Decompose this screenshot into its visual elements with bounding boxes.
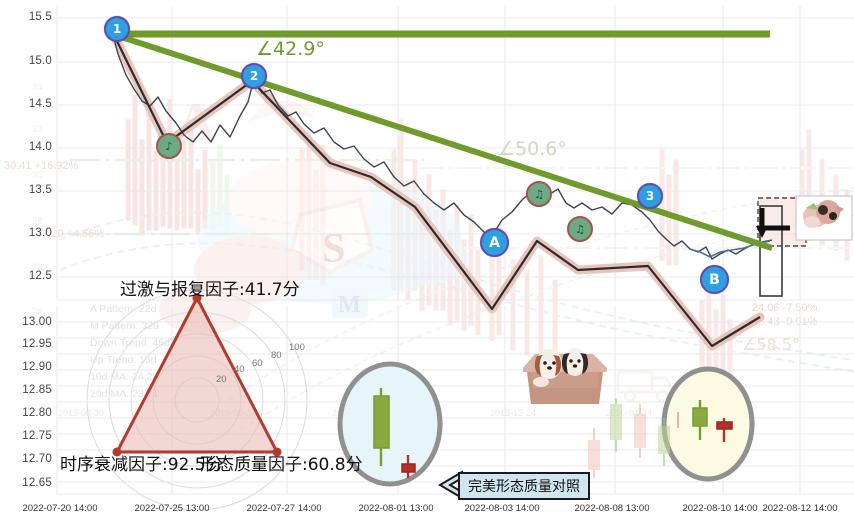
radar-tick-20: 20 (216, 374, 227, 385)
marker-a[interactable]: A (480, 228, 509, 257)
factor-excess-label: 过激与报复因子:41.7分 (120, 280, 300, 300)
xtick-3: 2022-08-01 13:00 (358, 503, 434, 514)
ytick-upper-4: 13.5 (28, 184, 52, 196)
candles-left (373, 388, 416, 478)
ytick-upper-5: 13.0 (28, 227, 52, 239)
ghost-ytick-32: 32 (32, 124, 43, 135)
dogs-in-box-image (523, 348, 607, 404)
ghost-price-label-1: 30.41 +16.92% (4, 160, 79, 172)
marker-note-3[interactable]: ♫ (567, 216, 593, 242)
radar-polygon (114, 294, 280, 454)
ghost-price-label-3: 24.06 -7.50% (752, 302, 818, 314)
marker-3[interactable]: 3 (637, 183, 663, 209)
radar-tick-80: 80 (271, 350, 282, 361)
ytick-upper-2: 14.5 (28, 98, 52, 110)
zigzag-line (111, 30, 761, 348)
ghost-ytick-26: 26 (32, 262, 43, 273)
ytick-lower-7: 12.65 (22, 477, 52, 489)
ytick-upper-0: 15.5 (28, 11, 52, 23)
price-line (111, 30, 773, 260)
xtick-2: 2022-07-27 14:00 (246, 503, 322, 514)
radar-tick-60: 60 (252, 358, 263, 369)
angle-annotation-ghost-2: ∠58.5° (742, 335, 800, 354)
xtick-5: 2022-08-08 13:00 (574, 503, 650, 514)
angle-annotation-ghost: ∠50.6° (498, 138, 567, 160)
angle-annotation-main: ∠42.9° (256, 38, 325, 60)
ytick-lower-1: 12.95 (22, 338, 52, 350)
ytick-lower-2: 12.90 (22, 361, 52, 373)
ghost-ytick-30: 30 (32, 170, 43, 181)
radar-vertices (112, 293, 282, 457)
callout-label: 完美形态质量对照 (458, 472, 590, 500)
marker-note-1[interactable]: ♪ (156, 133, 182, 159)
ghost-date-5: 2019-12-24 (490, 408, 537, 418)
ytick-upper-6: 12.5 (28, 270, 52, 282)
marker-note-2[interactable]: ♫ (526, 181, 552, 207)
ellipse-left (337, 361, 443, 487)
ghost-ytick-34: 34 (32, 82, 43, 93)
radar-tick-40: 40 (234, 364, 245, 375)
ytick-upper-1: 15.0 (28, 55, 52, 67)
marker-b[interactable]: B (700, 265, 729, 294)
radar-tick-100: 100 (289, 342, 305, 353)
ghost-date-6: 2020-01-24 (606, 408, 653, 418)
svg-text:S: S (322, 226, 345, 272)
ytick-lower-0: 13.00 (22, 316, 52, 328)
factor-time-decay-label: 时序衰减因子:92.5分 (60, 455, 223, 475)
ytick-lower-3: 12.85 (22, 384, 52, 396)
ytick-upper-3: 14.0 (28, 141, 52, 153)
ytick-lower-4: 12.80 (22, 407, 52, 419)
xtick-1: 2022-07-25 13:00 (134, 503, 210, 514)
ghost-date-1: 2019-08-30 (58, 408, 105, 418)
ghost-legend-10d-ma: 10d MA: 24.28 (90, 371, 159, 383)
marker-2[interactable]: 2 (241, 63, 267, 89)
marker-1[interactable]: 1 (104, 16, 130, 42)
candles-right (677, 400, 733, 442)
ghost-legend-up-trend: Up Trend: 15d (90, 354, 157, 366)
svg-text:M: M (338, 292, 361, 318)
ytick-lower-5: 12.75 (22, 430, 52, 442)
ghost-legend-m-pattern: M Pattern: 32d (90, 320, 159, 332)
ghost-ytick-24: 24 (32, 306, 43, 317)
xtick-0: 2022-07-20 14:00 (22, 503, 98, 514)
xtick-4: 2022-08-03 14:00 (464, 503, 540, 514)
thumbnail-content (803, 200, 844, 228)
xtick-6: 2022-08-10 14:00 (682, 503, 758, 514)
ytick-lower-6: 12.70 (22, 453, 52, 465)
trend-line-descending (111, 31, 773, 251)
price-box-outline (759, 205, 783, 297)
factor-pattern-quality-label: 形态质量因子:60.8分 (200, 455, 363, 475)
ghost-legend-20d-ma: 20d MA: 23.71 (90, 388, 159, 400)
ghost-ytick-28: 28 (32, 216, 43, 227)
xtick-7: 2022-08-12 14:00 (762, 503, 838, 514)
